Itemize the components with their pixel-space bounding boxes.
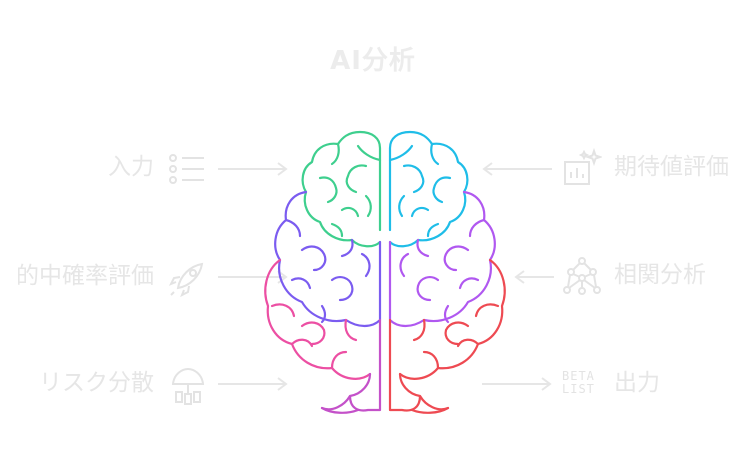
input-arrow: [216, 162, 290, 176]
risk-diversification-label: リスク分散: [39, 370, 154, 396]
brain-right-lower: [388, 258, 506, 414]
output-label: 出力: [614, 370, 660, 396]
network-icon: [562, 256, 602, 296]
brain-right-middle: [388, 190, 496, 328]
expected-value-arrow: [480, 162, 554, 176]
diagram-title: AI分析: [330, 46, 416, 76]
correlation-arrow: [512, 270, 556, 284]
brain-left-bottom: [320, 318, 382, 414]
beta-text: BETA: [562, 369, 595, 383]
brain-right-top: [388, 130, 469, 248]
input-label: 入力: [108, 154, 154, 180]
sparkle-chart-icon: [562, 148, 602, 188]
list-icon: [168, 152, 208, 186]
brain-left-lower: [264, 258, 372, 380]
expected-value-label: 期待値評価: [614, 154, 729, 180]
beta-list-icon: BETA LIST: [562, 370, 595, 396]
brain-icon: [262, 130, 512, 415]
brain-left-middle: [274, 190, 382, 328]
risk-diversification-arrow: [216, 377, 290, 391]
output-arrow: [480, 377, 554, 391]
umbrella-icon: [170, 366, 206, 406]
rocket-icon: [168, 258, 208, 298]
brain-left-top: [301, 130, 382, 248]
correlation-label: 相関分析: [614, 262, 706, 288]
hit-probability-label: 的中確率評価: [16, 263, 154, 289]
list-text: LIST: [562, 382, 595, 396]
